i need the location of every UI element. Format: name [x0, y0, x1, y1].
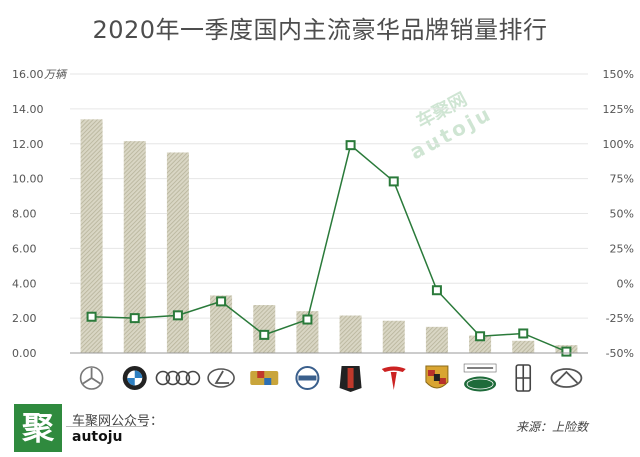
lincoln-logo-icon — [515, 364, 532, 392]
growth-marker-5 — [259, 329, 270, 340]
y-left-tick-label: 8.00 — [12, 208, 37, 221]
y-left-tick-label: 2.00 — [12, 312, 37, 325]
bar-3 — [166, 152, 189, 353]
porsche-logo-icon — [425, 365, 449, 389]
y-left-tick-label: 12.00 — [12, 138, 44, 151]
growth-marker-6 — [302, 314, 313, 325]
cadillac-logo-icon — [250, 371, 279, 385]
y-right-tick-label: -25% — [606, 312, 634, 325]
account-logo: 聚 — [14, 404, 62, 452]
y-right-tick-label: 0% — [617, 277, 634, 290]
bar-11 — [512, 340, 535, 353]
y-right-tick-label: 150% — [603, 68, 634, 81]
y-left-tick-label: 0.00 — [12, 347, 37, 360]
y-left-tick-label: 10.00 — [12, 173, 44, 186]
tesla-logo-icon — [381, 366, 406, 390]
bar-8 — [382, 320, 405, 353]
mercedes-benz-logo-icon — [79, 366, 104, 390]
growth-marker-11 — [518, 328, 529, 339]
jaguar-land-rover-logo-icon — [463, 363, 497, 392]
growth-line — [91, 143, 567, 353]
growth-marker-1 — [86, 311, 97, 322]
y-right-tick-label: 50% — [610, 208, 634, 221]
infiniti-logo-icon — [550, 368, 583, 388]
growth-marker-2 — [129, 313, 140, 324]
volvo-logo-icon — [295, 366, 320, 390]
y-left-tick-label: 14.00 — [12, 103, 44, 116]
y-left-unit: 万辆 — [44, 68, 68, 81]
growth-marker-12 — [561, 346, 572, 357]
growth-marker-3 — [172, 310, 183, 321]
bmw-logo-icon — [122, 366, 147, 390]
growth-marker-7 — [345, 140, 356, 151]
growth-marker-10 — [475, 331, 486, 342]
y-right-tick-label: 100% — [603, 138, 634, 151]
growth-marker-9 — [431, 285, 442, 296]
bar-1 — [80, 119, 103, 354]
bar-10 — [469, 335, 492, 353]
lexus-logo-icon — [207, 368, 235, 388]
bar-7 — [339, 315, 362, 353]
bar-5 — [253, 305, 276, 353]
account-id: autoju — [72, 429, 123, 445]
chart-title: 2020年一季度国内主流豪华品牌销量排行 — [92, 16, 548, 44]
y-right-tick-label: -50% — [606, 347, 634, 360]
bar-2 — [123, 141, 146, 353]
growth-marker-8 — [388, 176, 399, 187]
audi-logo-icon — [155, 370, 201, 386]
y-left-tick-label: 16.00 — [12, 68, 44, 81]
y-right-tick-label: 125% — [603, 103, 634, 116]
growth-marker-4 — [216, 296, 227, 307]
footer-divider — [66, 426, 148, 427]
source-note: 来源：上险数 — [516, 420, 589, 434]
y-left-tick-label: 6.00 — [12, 242, 37, 255]
account-label: 车聚网公众号： — [72, 414, 164, 429]
y-right-tick-label: 25% — [610, 242, 634, 255]
hongqi-logo-icon — [339, 366, 362, 392]
bar-9 — [425, 326, 448, 353]
bar-4 — [210, 295, 233, 353]
y-right-tick-label: 75% — [610, 173, 634, 186]
y-left-tick-label: 4.00 — [12, 277, 37, 290]
